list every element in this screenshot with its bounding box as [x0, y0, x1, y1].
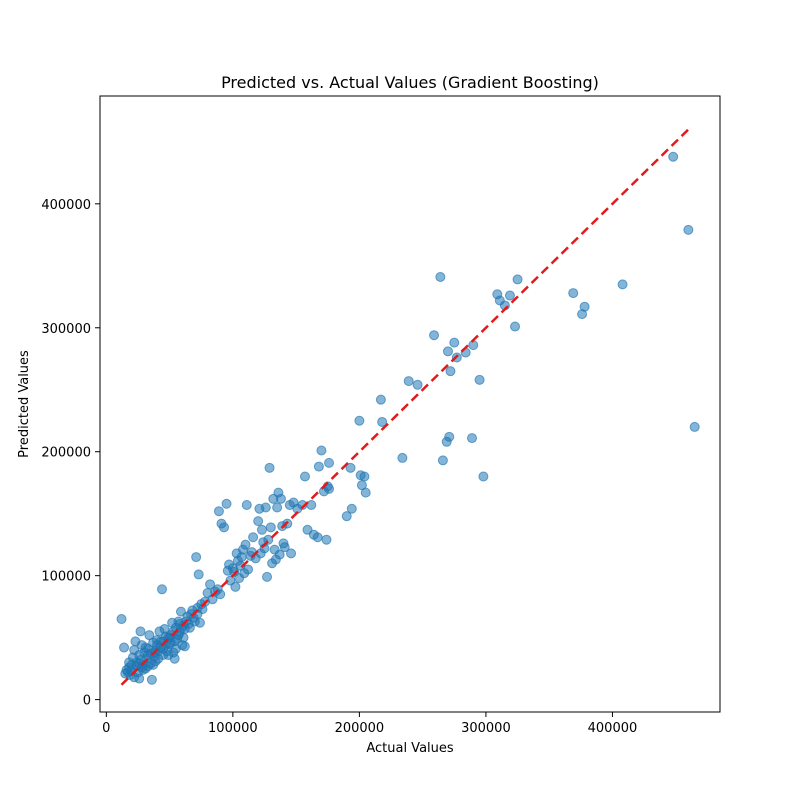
data-point — [146, 674, 157, 685]
data-point — [253, 516, 264, 527]
data-point — [412, 379, 423, 390]
x-axis: 0 100000 200000 300000 400000 — [102, 712, 637, 736]
reference-line — [120, 126, 692, 686]
chart-title: Predicted vs. Actual Values (Gradient Bo… — [221, 73, 599, 92]
data-point — [316, 445, 327, 456]
y-tick-label: 400000 — [41, 198, 91, 213]
data-point — [324, 457, 335, 468]
data-point — [510, 321, 521, 332]
data-point — [119, 642, 130, 653]
data-point — [229, 566, 240, 577]
data-point — [306, 500, 317, 511]
data-point — [264, 462, 275, 473]
data-point — [116, 614, 127, 625]
y-axis: 0 100000 200000 300000 400000 — [41, 198, 100, 709]
data-point — [256, 524, 267, 535]
data-point — [341, 511, 352, 522]
data-point — [354, 415, 365, 426]
data-point — [193, 569, 204, 580]
data-point — [260, 502, 271, 513]
data-point — [312, 532, 323, 543]
x-tick-label: 100000 — [208, 721, 258, 736]
x-tick-label: 0 — [102, 721, 110, 736]
data-point — [230, 581, 241, 592]
data-point — [265, 522, 276, 533]
data-point — [213, 506, 224, 517]
plot-frame — [99, 95, 721, 713]
data-point — [279, 542, 290, 553]
data-point — [324, 483, 335, 494]
data-point — [474, 374, 485, 385]
data-point — [241, 500, 252, 511]
data-point — [504, 290, 515, 301]
data-point — [617, 279, 628, 290]
data-point — [236, 552, 247, 563]
y-tick-label: 200000 — [41, 446, 91, 461]
y-axis-label: Predicted Values — [17, 350, 32, 458]
x-tick-label: 200000 — [335, 721, 385, 736]
data-point — [178, 632, 189, 643]
data-point — [151, 640, 162, 651]
data-point — [157, 584, 167, 595]
x-tick-label: 400000 — [588, 721, 638, 736]
x-tick-label: 300000 — [461, 721, 511, 736]
data-point — [163, 649, 174, 660]
data-point — [377, 416, 388, 427]
data-point — [221, 498, 232, 509]
data-point — [313, 461, 324, 472]
data-point — [429, 330, 440, 341]
y-tick-label: 300000 — [41, 322, 91, 337]
data-point — [191, 552, 202, 563]
data-point — [403, 376, 414, 387]
data-point — [134, 673, 145, 684]
data-point — [262, 571, 273, 582]
data-point — [275, 493, 286, 504]
data-point — [135, 626, 146, 637]
y-tick-label: 0 — [83, 694, 91, 709]
data-point — [445, 366, 456, 377]
data-point — [444, 431, 455, 442]
data-point — [359, 471, 370, 482]
data-point — [689, 421, 700, 432]
data-point — [512, 274, 523, 285]
data-point — [437, 455, 448, 466]
data-point — [568, 288, 579, 299]
data-point — [205, 579, 216, 590]
data-point — [248, 532, 259, 543]
data-point — [435, 271, 446, 282]
data-point — [360, 487, 371, 498]
x-axis-label: Actual Values — [366, 741, 454, 756]
points-layer — [116, 151, 700, 685]
data-point — [345, 462, 356, 473]
y-tick-label: 100000 — [41, 570, 91, 585]
data-point — [468, 340, 479, 351]
data-point — [321, 534, 332, 545]
data-point — [286, 548, 297, 559]
data-point — [272, 502, 283, 513]
data-point — [274, 549, 285, 560]
data-point — [243, 564, 254, 575]
data-point — [375, 394, 386, 405]
data-point — [668, 151, 679, 162]
data-point — [449, 337, 460, 348]
data-point — [467, 433, 477, 444]
data-point — [240, 539, 251, 550]
data-point — [478, 471, 489, 482]
data-point — [579, 301, 590, 312]
data-point — [179, 641, 190, 652]
data-point — [169, 636, 180, 647]
data-point — [299, 471, 310, 482]
data-point — [346, 503, 357, 514]
data-point — [397, 452, 408, 463]
data-point — [219, 522, 229, 533]
data-point — [442, 346, 453, 357]
data-point — [683, 224, 694, 235]
